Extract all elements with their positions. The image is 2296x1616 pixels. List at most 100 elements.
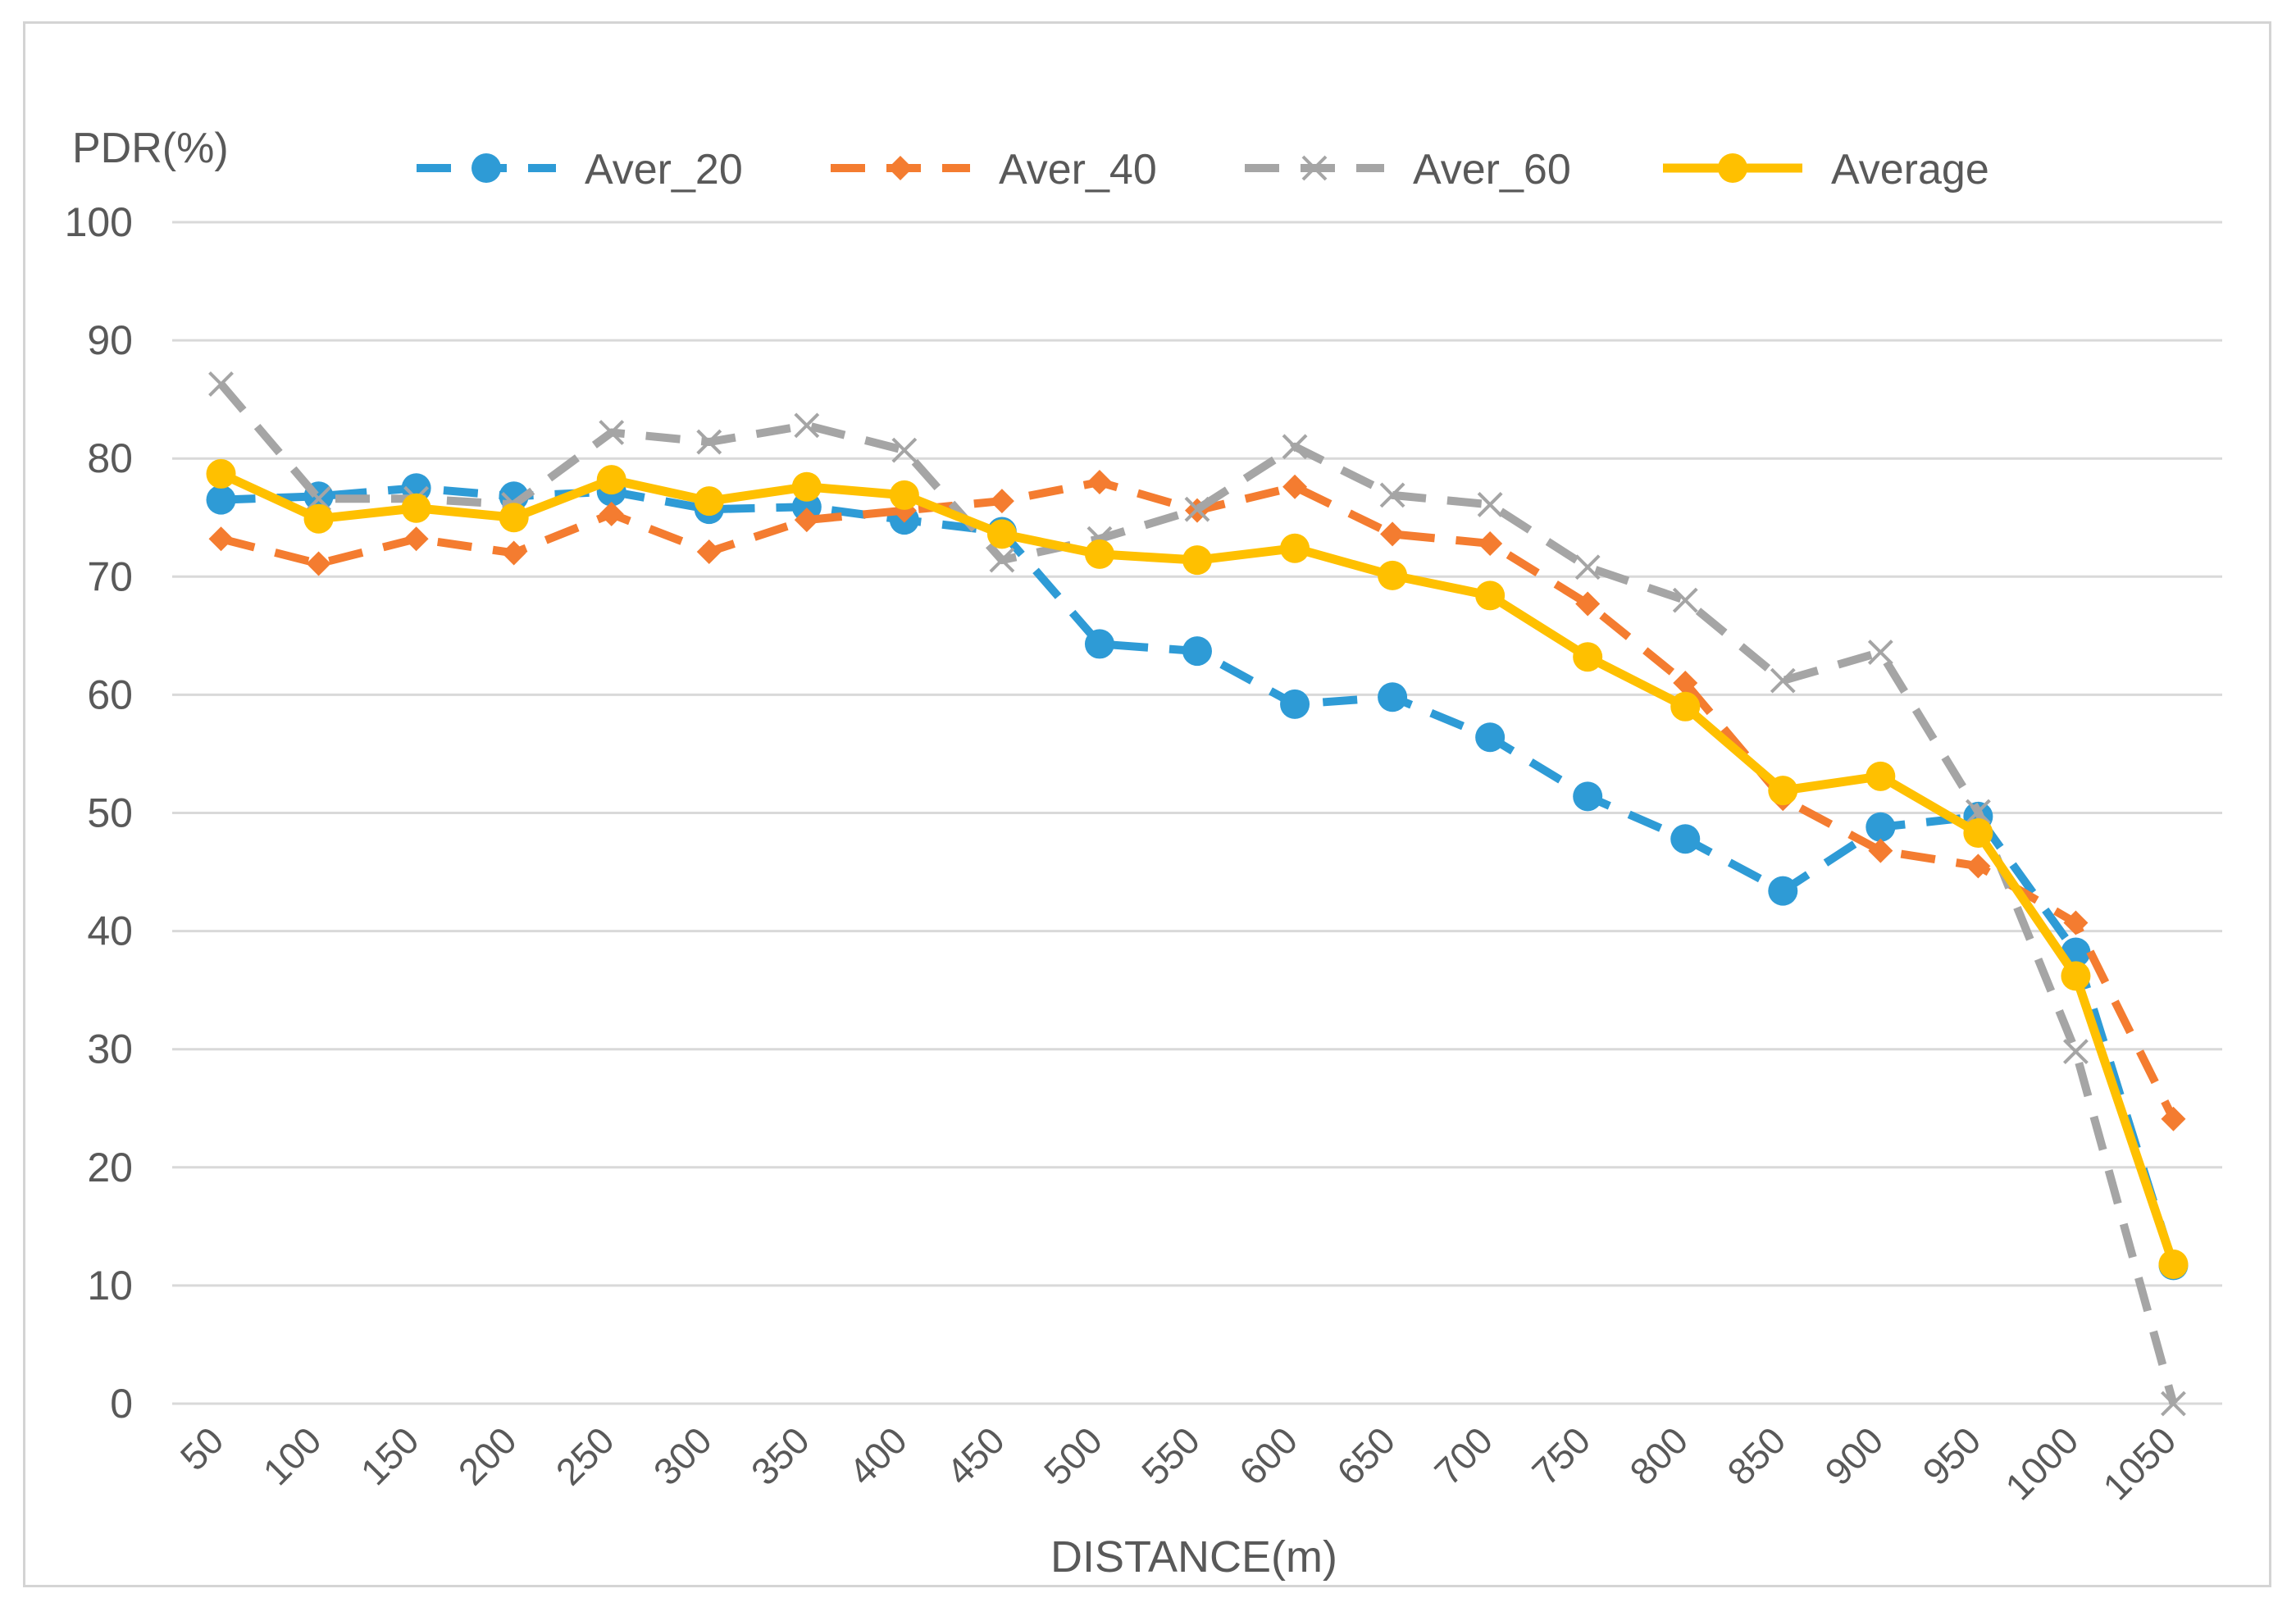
data-point <box>1379 482 1405 508</box>
data-point <box>889 480 919 510</box>
data-point <box>1867 640 1893 665</box>
legend-marker <box>1301 155 1328 181</box>
data-point <box>208 371 234 397</box>
data-point <box>1477 491 1503 517</box>
data-point <box>1573 781 1603 812</box>
x-tick-label: 550 <box>1133 1418 1208 1493</box>
data-point <box>1670 824 1701 854</box>
data-point <box>1770 667 1796 694</box>
y-tick-label: 50 <box>87 790 133 836</box>
x-tick-label: 100 <box>255 1418 330 1493</box>
data-point <box>206 485 236 515</box>
data-point <box>1866 761 1896 791</box>
data-point <box>2161 1106 2186 1131</box>
x-tick-label: 650 <box>1328 1418 1403 1493</box>
x-tick-label: 850 <box>1719 1418 1793 1493</box>
data-point <box>1670 691 1701 722</box>
x-tick-label: 800 <box>1621 1418 1696 1493</box>
chart-frame <box>23 21 2271 1587</box>
series-line <box>219 469 2178 1266</box>
data-point <box>1182 636 1212 667</box>
legend-item: Aver_60 <box>1245 146 1571 193</box>
x-tick-label: 700 <box>1426 1418 1501 1493</box>
y-tick-label: 20 <box>87 1145 133 1190</box>
legend-marker <box>472 153 501 183</box>
gridlines <box>172 221 2222 1405</box>
data-point <box>1280 689 1310 719</box>
data-point <box>2158 1249 2189 1279</box>
data-point <box>599 501 624 526</box>
data-point <box>1966 854 1991 879</box>
series-layer <box>206 371 2189 1417</box>
data-point <box>1475 580 1506 611</box>
legend-item: Average <box>1663 146 1989 193</box>
data-point <box>501 540 526 566</box>
legend-item: Aver_20 <box>417 146 743 193</box>
data-point <box>1672 587 1698 613</box>
data-point <box>208 526 234 552</box>
y-tick-label: 40 <box>87 908 133 954</box>
legend-marker <box>888 156 913 180</box>
data-point <box>1866 812 1896 842</box>
data-point <box>206 458 236 489</box>
data-point <box>1184 496 1210 522</box>
y-axis-tick-labels: 0 10 20 30 40 50 60 70 80 90 100 <box>65 199 133 1427</box>
legend-item: Aver_40 <box>831 146 1157 193</box>
x-tick-label: 300 <box>645 1418 720 1493</box>
data-point <box>599 420 625 445</box>
x-tick-label: 500 <box>1036 1418 1110 1493</box>
y-tick-label: 90 <box>87 317 133 363</box>
series-line <box>217 381 2178 1405</box>
legend-label: Average <box>1831 146 1989 193</box>
x-tick-label: 900 <box>1816 1418 1891 1493</box>
data-point <box>596 465 626 495</box>
x-tick-label: 750 <box>1524 1418 1598 1493</box>
x-axis-title: DISTANCE(m) <box>1050 1532 1337 1582</box>
data-point <box>1575 591 1601 617</box>
data-point <box>1768 876 1798 906</box>
data-point <box>2063 910 2089 935</box>
data-point <box>2063 1039 2089 1064</box>
x-tick-label: 950 <box>1914 1418 1988 1493</box>
data-point <box>401 493 431 523</box>
y-axis-title: PDR(%) <box>72 125 229 172</box>
data-point <box>403 526 429 552</box>
data-point <box>1182 545 1212 576</box>
data-point <box>1084 539 1114 569</box>
x-tick-label: 50 <box>172 1418 232 1478</box>
x-tick-label: 250 <box>548 1418 622 1493</box>
series-average <box>206 458 2189 1279</box>
data-point <box>1378 682 1408 712</box>
data-point <box>2161 1391 2186 1417</box>
x-tick-label: 1050 <box>2094 1418 2184 1508</box>
legend-marker <box>1718 153 1747 183</box>
y-tick-label: 70 <box>87 553 133 599</box>
data-point <box>499 503 529 533</box>
data-point <box>1963 817 1993 848</box>
y-tick-label: 10 <box>87 1263 133 1309</box>
series-line <box>221 484 2178 1267</box>
data-point <box>306 551 331 576</box>
y-tick-label: 100 <box>65 199 133 245</box>
data-point <box>794 412 820 439</box>
data-point <box>303 503 334 534</box>
y-tick-label: 0 <box>110 1381 133 1427</box>
data-point <box>696 429 722 455</box>
data-point <box>1868 838 1893 863</box>
data-point <box>696 539 722 565</box>
x-tick-label: 350 <box>743 1418 818 1493</box>
data-point <box>1378 560 1408 590</box>
data-point <box>1673 670 1698 695</box>
data-point <box>1478 530 1503 556</box>
data-point <box>1475 722 1506 753</box>
legend-label: Aver_60 <box>1413 146 1571 193</box>
data-point <box>2061 961 2091 991</box>
data-point <box>986 519 1017 549</box>
data-point <box>791 471 822 502</box>
y-tick-label: 30 <box>87 1027 133 1072</box>
data-point <box>891 437 918 463</box>
data-point <box>1084 629 1114 659</box>
y-tick-label: 60 <box>87 671 133 717</box>
data-point <box>1280 533 1310 563</box>
